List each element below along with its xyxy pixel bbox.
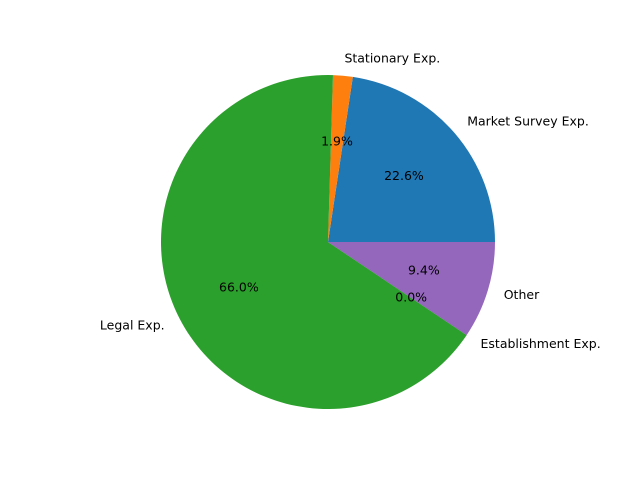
slice-percent-stationary-exp: 1.9% <box>321 134 353 149</box>
slice-percent-other: 9.4% <box>408 263 440 278</box>
pie-slices <box>161 74 495 409</box>
pie-slice-other <box>328 242 495 336</box>
pie-slice-market-survey-exp <box>328 76 495 242</box>
slice-percent-legal-exp: 66.0% <box>219 279 259 294</box>
slice-percent-market-survey-exp: 22.6% <box>384 168 424 183</box>
slice-percent-establishment-exp: 0.0% <box>395 289 427 304</box>
slice-label-market-survey-exp: Market Survey Exp. <box>467 114 589 129</box>
slice-label-establishment-exp: Establishment Exp. <box>481 336 601 351</box>
pie-slice-legal-exp <box>161 74 467 409</box>
pie-labels: Market Survey Exp. 22.6% Stationary Exp. 1.… <box>100 51 601 351</box>
slice-label-legal-exp: Legal Exp. <box>100 317 165 332</box>
pie-slice-stationary-exp <box>328 75 353 242</box>
slice-label-stationary-exp: Stationary Exp. <box>344 51 440 66</box>
slice-label-other: Other <box>504 287 540 302</box>
